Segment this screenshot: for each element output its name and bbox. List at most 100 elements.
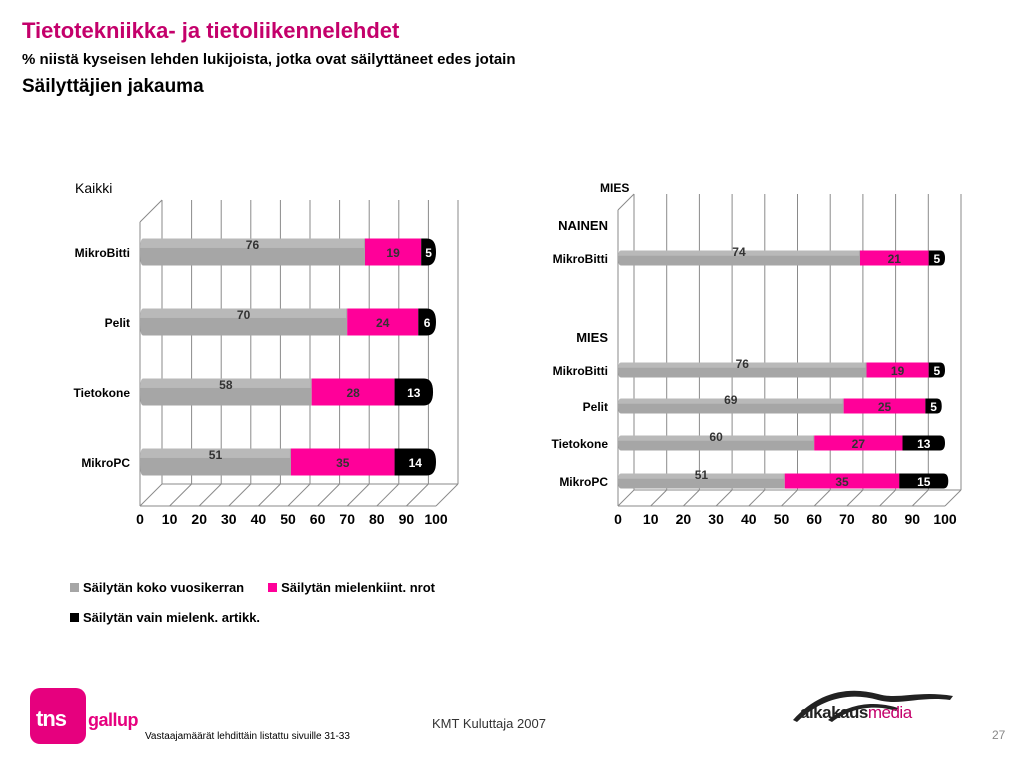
data-label: 28 <box>346 386 360 400</box>
x-tick-label: 100 <box>933 511 957 527</box>
data-label: 5 <box>930 400 937 414</box>
gridline-floor <box>258 483 281 507</box>
bar-highlight <box>618 473 784 479</box>
data-label: 70 <box>237 308 251 322</box>
gridline-floor <box>406 483 429 507</box>
bar-highlight <box>140 448 290 458</box>
bar-segment <box>347 308 419 336</box>
data-label: 69 <box>724 393 738 407</box>
chart-legend: Säilytän koko vuosikerran Säilytän miele… <box>70 576 459 636</box>
bar-highlight <box>618 398 843 404</box>
category-label: Pelit <box>105 316 130 330</box>
x-tick-label: 20 <box>676 511 692 527</box>
bar-segment <box>618 435 815 451</box>
bar-segment <box>899 473 949 489</box>
gridline-floor <box>683 489 700 507</box>
bar-highlight <box>618 435 814 441</box>
bar-segment <box>418 308 436 336</box>
bar-segment <box>311 378 395 406</box>
gridline-floor <box>650 489 668 507</box>
data-label: 5 <box>933 252 940 266</box>
legend-swatch-3 <box>70 612 79 622</box>
gridline-floor <box>169 483 192 507</box>
gridline-floor <box>317 483 340 507</box>
bar-segment <box>784 473 900 489</box>
data-label: 14 <box>409 456 423 470</box>
category-label: Tietokone <box>552 437 609 451</box>
data-label: 76 <box>246 238 260 252</box>
x-tick-label: 20 <box>191 511 207 527</box>
data-label: 35 <box>336 456 350 470</box>
bar-segment <box>866 362 929 378</box>
category-label: MikroBitti <box>553 364 608 378</box>
gridline-floor <box>139 483 163 507</box>
bar-segment <box>928 250 945 266</box>
gridline-floor <box>715 489 733 507</box>
x-tick-label: 70 <box>839 511 855 527</box>
legend-swatch-1 <box>70 582 79 592</box>
tns-logo-text: tns <box>36 706 67 731</box>
x-tick-label: 70 <box>339 511 355 527</box>
legend-label-3: Säilytän vain mielenk. artikk. <box>83 609 261 625</box>
legend-item-1: Säilytän koko vuosikerran <box>70 580 244 595</box>
data-label: 6 <box>424 316 431 330</box>
bar-highlight <box>618 250 859 256</box>
data-label: 35 <box>835 475 849 489</box>
gridline-floor <box>813 489 831 507</box>
data-label: 60 <box>709 430 723 444</box>
source-text: KMT Kuluttaja 2007 <box>432 716 546 731</box>
bar-segment <box>618 473 785 489</box>
bar-segment <box>902 435 945 451</box>
bar-segment <box>618 250 860 266</box>
bar-segment <box>140 378 312 406</box>
x-tick-label: 50 <box>280 511 296 527</box>
data-label: 19 <box>386 246 400 260</box>
axis-top-edge <box>617 193 635 211</box>
gridline-floor <box>435 483 459 507</box>
data-label: 58 <box>219 378 233 392</box>
bar-highlight <box>618 362 866 368</box>
aika-text-a: aikakaus <box>800 703 868 722</box>
bar-segment <box>859 250 929 266</box>
bar-segment <box>140 238 365 266</box>
bar-segment <box>140 308 348 336</box>
x-tick-label: 50 <box>774 511 790 527</box>
bar-segment <box>394 378 434 406</box>
x-tick-label: 0 <box>614 511 622 527</box>
gridline-floor <box>198 483 222 507</box>
tns-logo: tns <box>30 688 86 744</box>
x-tick-label: 80 <box>872 511 888 527</box>
x-tick-label: 30 <box>708 511 724 527</box>
category-label: Pelit <box>583 400 608 414</box>
x-tick-label: 40 <box>251 511 267 527</box>
aikakausmedia-logo <box>793 690 953 722</box>
bar-segment <box>928 362 945 378</box>
bar-segment <box>925 398 942 414</box>
bar-highlight <box>140 238 364 248</box>
category-label: Tietokone <box>74 386 131 400</box>
data-label: 51 <box>209 448 223 462</box>
page-number: 27 <box>992 728 1006 742</box>
gallup-logo-text: gallup <box>88 710 139 730</box>
data-label: 15 <box>917 475 931 489</box>
gridline-floor <box>944 489 962 507</box>
bar-segment <box>814 435 903 451</box>
x-tick-label: 40 <box>741 511 757 527</box>
gridline-floor <box>879 489 896 507</box>
group-label: MIES <box>576 330 608 345</box>
footnote: Vastaajamäärät lehdittäin listattu sivui… <box>145 731 350 742</box>
bar-segment <box>140 448 291 476</box>
x-tick-label: 10 <box>162 511 178 527</box>
x-tick-label: 30 <box>221 511 237 527</box>
data-label: 13 <box>917 437 931 451</box>
x-tick-label: 60 <box>806 511 822 527</box>
axis-top-edge <box>139 199 163 223</box>
gridline-floor <box>911 489 929 507</box>
category-label: MikroPC <box>81 456 130 470</box>
data-label: 76 <box>736 357 750 371</box>
bar-segment <box>843 398 926 414</box>
page-title: Tietotekniikka- ja tietoliikennelehdet <box>22 18 400 43</box>
data-label: 5 <box>933 364 940 378</box>
bar-segment <box>618 362 867 378</box>
